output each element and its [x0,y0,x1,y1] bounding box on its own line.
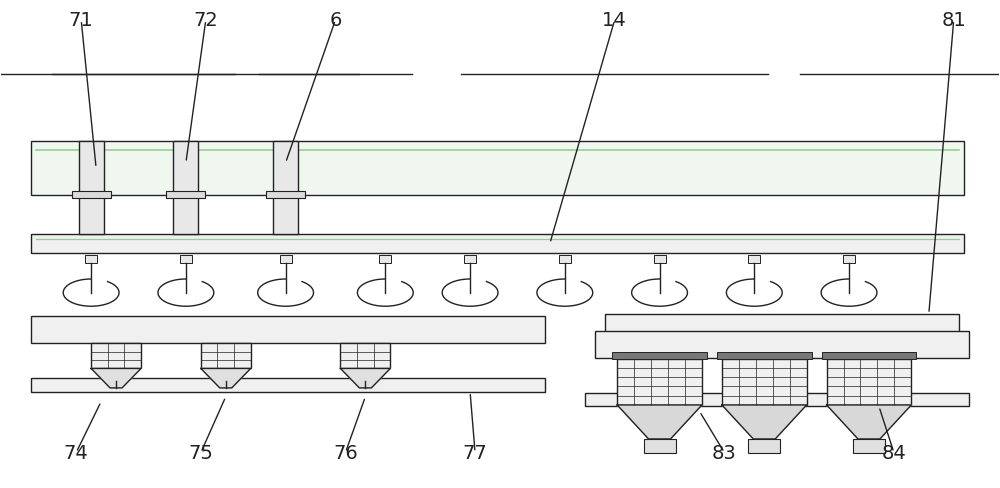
Polygon shape [340,369,390,388]
Bar [617,359,702,405]
Bar [79,142,104,234]
Polygon shape [91,369,141,388]
Text: 75: 75 [188,443,213,462]
Polygon shape [827,405,911,439]
Bar [72,192,111,199]
Polygon shape [722,405,807,439]
Bar [31,317,545,344]
Bar [31,378,545,392]
Bar [717,353,812,359]
Bar [822,353,916,359]
Bar [173,142,198,234]
Bar [748,439,780,453]
Bar [201,344,251,369]
Bar [464,255,476,264]
Bar [722,359,807,405]
Bar [748,255,760,264]
Text: 83: 83 [712,443,737,462]
Bar [91,344,141,369]
Bar [605,314,959,334]
Bar [843,255,855,264]
Bar [654,255,666,264]
Bar [273,142,298,234]
Text: 81: 81 [941,11,966,30]
Polygon shape [201,369,251,388]
Bar [585,393,969,407]
Bar [31,142,964,196]
Text: 84: 84 [882,443,906,462]
Text: 72: 72 [193,11,218,30]
Bar [85,255,97,264]
Text: 77: 77 [463,443,487,462]
Polygon shape [617,405,702,439]
Bar [853,439,885,453]
Bar [180,255,192,264]
Text: 71: 71 [69,11,94,30]
Bar [266,192,305,199]
Bar [612,353,707,359]
Bar [166,192,205,199]
Text: 76: 76 [333,443,358,462]
Bar [340,344,390,369]
Text: 6: 6 [329,11,342,30]
Text: 74: 74 [64,443,89,462]
Bar [280,255,292,264]
Text: 14: 14 [602,11,627,30]
Bar [644,439,676,453]
Bar [559,255,571,264]
Bar [827,359,911,405]
Bar [31,234,964,254]
Bar [379,255,391,264]
Bar [595,331,969,358]
